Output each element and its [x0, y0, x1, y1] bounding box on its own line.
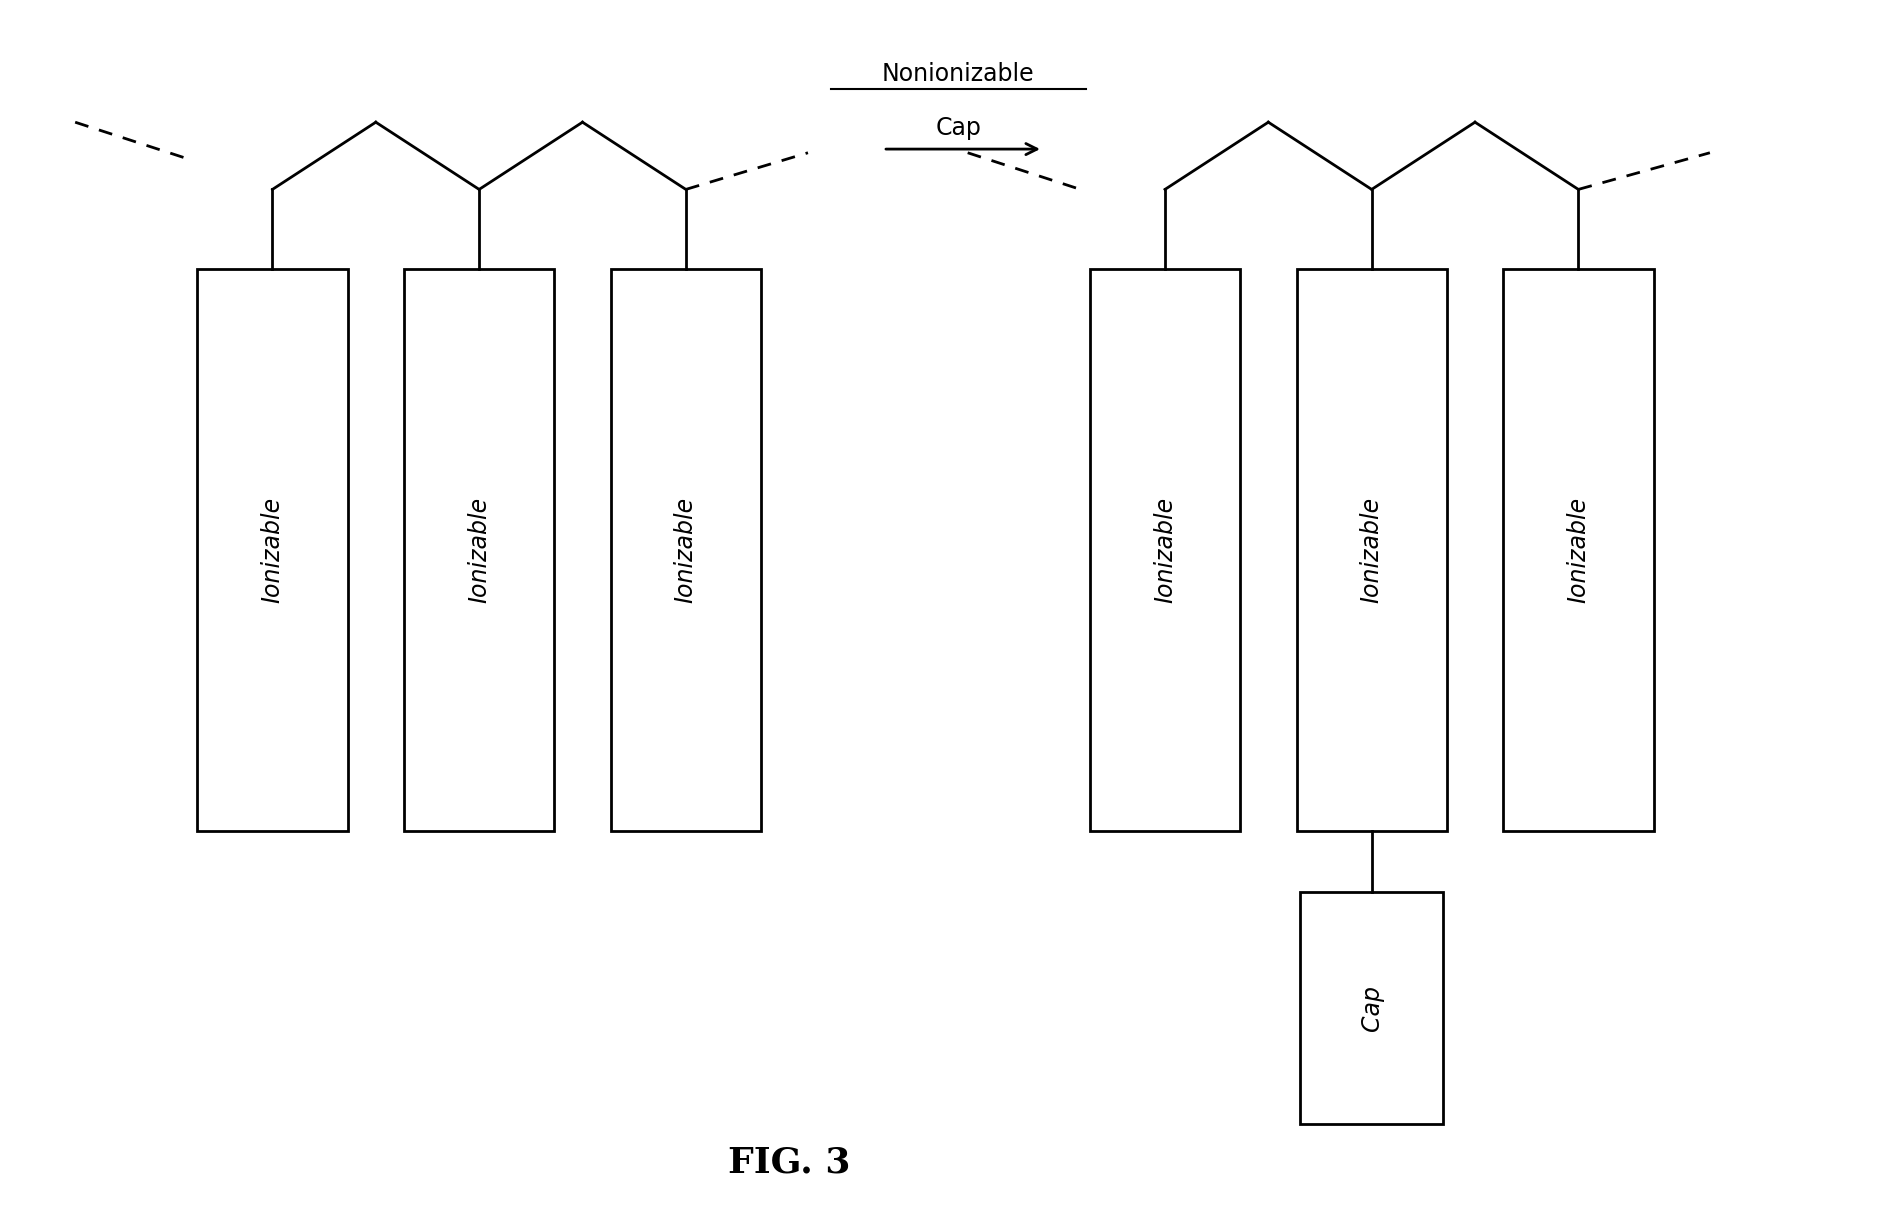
Bar	[1297, 269, 1447, 831]
Text: Ionizable: Ionizable	[1360, 497, 1383, 602]
Text: Ionizable: Ionizable	[1154, 497, 1176, 602]
Text: FIG. 3: FIG. 3	[727, 1145, 851, 1179]
Text: Nonionizable: Nonionizable	[881, 61, 1035, 86]
Text: Ionizable: Ionizable	[261, 497, 284, 602]
Text: Cap: Cap	[1360, 985, 1383, 1031]
Text: Ionizable: Ionizable	[1567, 497, 1590, 602]
Bar	[1300, 892, 1443, 1124]
Text: Cap: Cap	[936, 116, 981, 141]
Bar	[1090, 269, 1240, 831]
Text: Ionizable: Ionizable	[675, 497, 697, 602]
Bar	[611, 269, 761, 831]
Text: Ionizable: Ionizable	[468, 497, 490, 602]
Bar	[1503, 269, 1654, 831]
Bar	[197, 269, 348, 831]
Bar	[404, 269, 554, 831]
